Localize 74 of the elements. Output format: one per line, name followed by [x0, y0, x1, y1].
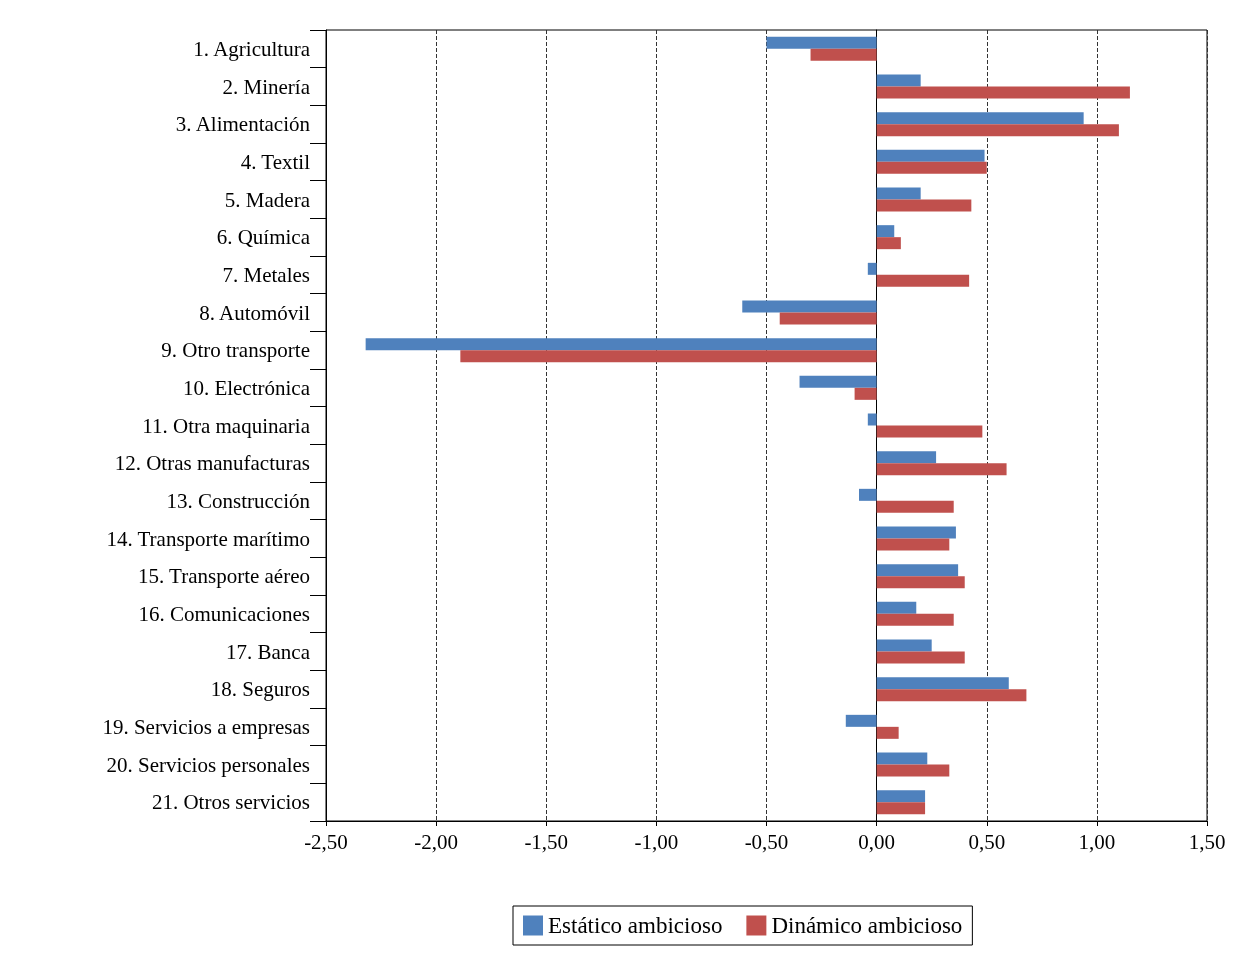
bar	[876, 112, 1084, 125]
bar	[876, 726, 899, 739]
y-tick-label: 18. Seguros	[210, 677, 310, 702]
y-tick-label: 9. Otro transporte	[161, 338, 310, 363]
bar	[876, 199, 972, 212]
bar	[876, 639, 932, 652]
bar	[876, 161, 987, 174]
y-tick-label: 13. Construcción	[166, 488, 311, 513]
y-tick-label: 4. Textil	[240, 149, 311, 174]
legend-label: Estático ambicioso	[548, 913, 723, 938]
x-tick-label: 1,50	[1188, 829, 1226, 854]
y-tick-label: 5. Madera	[224, 187, 311, 212]
y-tick-label: 8. Automóvil	[199, 300, 311, 325]
bar	[876, 601, 917, 614]
x-tick-label: 1,00	[1078, 829, 1116, 854]
bar	[876, 651, 965, 664]
bar	[876, 802, 926, 815]
bar	[876, 500, 954, 513]
bar	[810, 48, 877, 61]
y-tick-label: 15. Transporte aéreo	[137, 564, 310, 589]
bar	[867, 262, 877, 275]
bar	[876, 74, 921, 87]
bar	[854, 387, 877, 400]
bar	[876, 451, 937, 464]
y-tick-label: 14. Transporte marítimo	[106, 526, 310, 551]
y-tick-label: 19. Servicios a empresas	[102, 714, 310, 739]
bar	[876, 124, 1119, 137]
x-tick-label: -2,50	[304, 829, 348, 854]
bar	[876, 149, 985, 162]
bar	[876, 613, 954, 626]
bar	[859, 488, 877, 501]
bar	[876, 677, 1009, 690]
y-tick-label: 2. Minería	[222, 74, 311, 99]
y-tick-label: 20. Servicios personales	[106, 752, 310, 777]
y-tick-label: 7. Metales	[222, 262, 310, 287]
bar	[460, 350, 877, 363]
bar	[876, 425, 983, 438]
bar	[876, 187, 921, 200]
x-tick-label: 0,50	[968, 829, 1006, 854]
bar	[876, 790, 926, 803]
y-tick-label: 1. Agricultura	[193, 36, 311, 61]
bar	[876, 689, 1027, 702]
legend-label: Dinámico ambicioso	[771, 913, 963, 938]
bar	[742, 300, 877, 313]
y-tick-label: 10. Electrónica	[182, 375, 311, 400]
x-tick-label: 0,00	[858, 829, 895, 854]
bar	[876, 752, 928, 765]
y-tick-label: 6. Química	[216, 225, 311, 250]
bar	[867, 413, 877, 426]
bar	[365, 338, 877, 351]
x-tick-label: -0,50	[744, 829, 789, 854]
bar	[799, 375, 877, 388]
y-tick-label: 11. Otra maquinaria	[142, 413, 311, 438]
bar	[876, 463, 1007, 476]
y-tick-label: 17. Banca	[226, 639, 311, 664]
x-tick-label: -1,00	[634, 829, 679, 854]
y-tick-label: 21. Otros servicios	[151, 790, 310, 815]
bar	[876, 86, 1130, 99]
x-tick-label: -2,00	[414, 829, 458, 854]
bar	[876, 526, 956, 539]
bar	[876, 576, 965, 589]
bar	[845, 714, 877, 727]
bar	[876, 237, 901, 250]
bar	[876, 225, 895, 238]
bar	[876, 538, 950, 551]
y-tick-label: 3. Alimentación	[175, 112, 311, 137]
bar	[876, 564, 959, 577]
y-tick-label: 12. Otras manufacturas	[114, 451, 310, 476]
bar	[876, 274, 970, 287]
bar	[766, 36, 877, 49]
bar	[779, 312, 877, 325]
x-tick-label: -1,50	[524, 829, 569, 854]
bar	[876, 764, 950, 777]
y-tick-label: 16. Comunicaciones	[138, 601, 310, 626]
